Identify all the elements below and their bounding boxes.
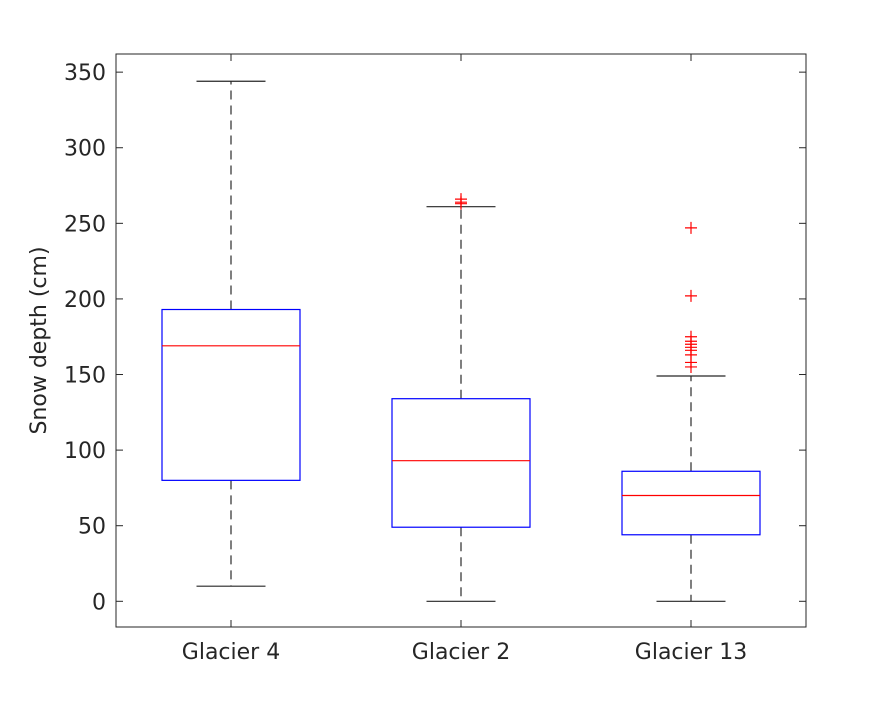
y-tick-label: 300 [64, 137, 106, 162]
x-tick-label: Glacier 13 [635, 640, 747, 665]
y-tick-label: 200 [64, 288, 106, 313]
boxes-group [161, 80, 761, 602]
box-3 [621, 221, 761, 602]
x-tick-label: Glacier 2 [412, 640, 510, 665]
box-2 [391, 193, 531, 602]
outlier-marker [685, 221, 697, 234]
y-tick-label: 250 [64, 212, 106, 237]
outlier-marker [455, 193, 467, 206]
x-axis: Glacier 4 Glacier 2 Glacier 13 [182, 54, 747, 665]
y-tick-label: 350 [64, 61, 106, 86]
box-1 [161, 80, 301, 587]
plot-area [115, 53, 807, 628]
outlier-marker [685, 330, 697, 343]
y-tick-label: 50 [78, 515, 106, 540]
y-tick-label: 100 [64, 439, 106, 464]
y-tick-label: 150 [64, 364, 106, 389]
x-tick-label: Glacier 4 [182, 640, 280, 665]
outlier-marker [685, 289, 697, 302]
y-axis: 0 50 100 150 200 250 300 350 [64, 61, 806, 615]
iqr-box [161, 308, 301, 481]
iqr-box [391, 398, 531, 528]
y-axis-label: Snow depth (cm) [27, 246, 52, 434]
iqr-box [621, 470, 761, 536]
y-tick-label: 0 [92, 590, 106, 615]
